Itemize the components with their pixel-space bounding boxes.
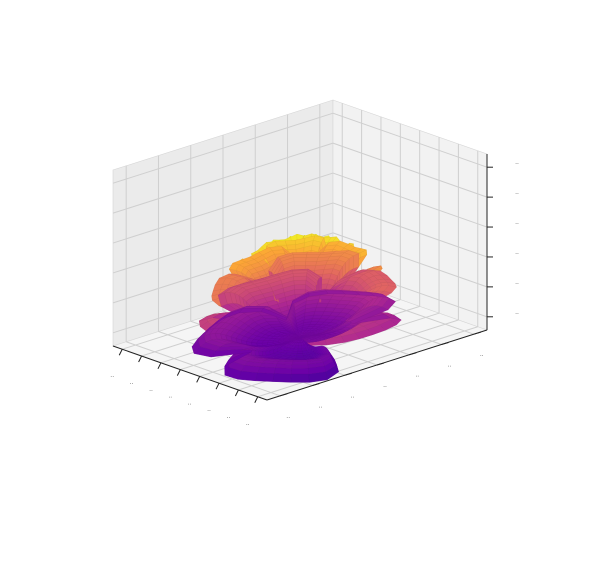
z-tick-label: .. xyxy=(515,159,519,166)
z-tick-label: .. xyxy=(515,249,519,256)
z-tick-label: .. xyxy=(515,189,519,196)
y-tick-label: .. xyxy=(286,413,290,420)
y-tick xyxy=(376,362,385,366)
x-tick xyxy=(157,362,162,370)
y-tick xyxy=(344,372,352,376)
y-tick-label: .. xyxy=(448,362,452,369)
x-tick-label: .. xyxy=(226,413,230,420)
surface-facet xyxy=(251,349,256,356)
grid-line-y-floor xyxy=(126,341,281,397)
surface-facet xyxy=(291,363,309,369)
surface-facet xyxy=(262,350,267,356)
grid-line-z-back xyxy=(332,172,488,228)
x-tick-label: .. xyxy=(149,386,153,393)
x-tick-label: .. xyxy=(168,393,172,400)
y-tick-label: .. xyxy=(351,392,355,399)
surface-facet xyxy=(296,350,304,354)
surface-facet xyxy=(254,350,260,356)
surface-facet xyxy=(275,363,293,369)
y-tick-label: .. xyxy=(480,351,484,358)
surface-facet xyxy=(291,361,309,365)
surface-facet xyxy=(290,367,310,375)
y-tick xyxy=(409,352,417,356)
y-tick xyxy=(312,383,320,387)
grid-line-z-back xyxy=(332,142,488,198)
surface-facet xyxy=(274,367,292,375)
surface-facet xyxy=(258,350,263,356)
surface-facet xyxy=(297,348,303,352)
y-tick xyxy=(473,331,481,335)
grid-line-z-left xyxy=(112,142,334,214)
y-tick-label: .. xyxy=(415,372,419,379)
y-tick xyxy=(280,393,288,397)
x-tick-label: .. xyxy=(207,406,211,413)
x-tick xyxy=(118,349,123,356)
y-tick-label: .. xyxy=(383,382,387,389)
surface-facet xyxy=(256,342,263,346)
x-axis-line xyxy=(112,345,268,401)
surface-facet xyxy=(296,355,305,358)
surface-facet xyxy=(265,350,271,356)
y-tick-label: .. xyxy=(319,403,323,410)
grid-line-z-back xyxy=(332,202,488,258)
y-tick xyxy=(441,341,449,345)
axis-ticks: ........................................… xyxy=(110,159,519,427)
x-tick-label: .. xyxy=(130,379,134,386)
x-tick xyxy=(234,389,239,397)
z-tick-label: .. xyxy=(515,279,519,286)
surface-facet xyxy=(254,372,275,382)
surface-facet xyxy=(296,353,304,356)
rose-surface xyxy=(191,233,402,383)
surface-facet xyxy=(272,373,292,383)
x-tick xyxy=(138,355,143,363)
x-tick-label: .. xyxy=(188,399,192,406)
x-tick-label: .. xyxy=(246,420,250,427)
x-tick xyxy=(215,382,220,390)
x-tick xyxy=(254,396,259,403)
grid-line-z-back xyxy=(332,112,488,168)
x-tick-label: .. xyxy=(110,372,114,379)
grid-line-z-back xyxy=(332,232,488,288)
surface-facet xyxy=(290,373,310,383)
z-tick-label: .. xyxy=(515,219,519,226)
grid-line-z-left xyxy=(112,202,334,274)
z-tick-label: .. xyxy=(515,309,519,316)
surface-facet xyxy=(257,366,276,374)
grid-line-z-left xyxy=(112,172,334,244)
x-tick xyxy=(196,376,201,383)
grid-line-z-left xyxy=(112,112,334,184)
x-tick xyxy=(176,369,181,376)
